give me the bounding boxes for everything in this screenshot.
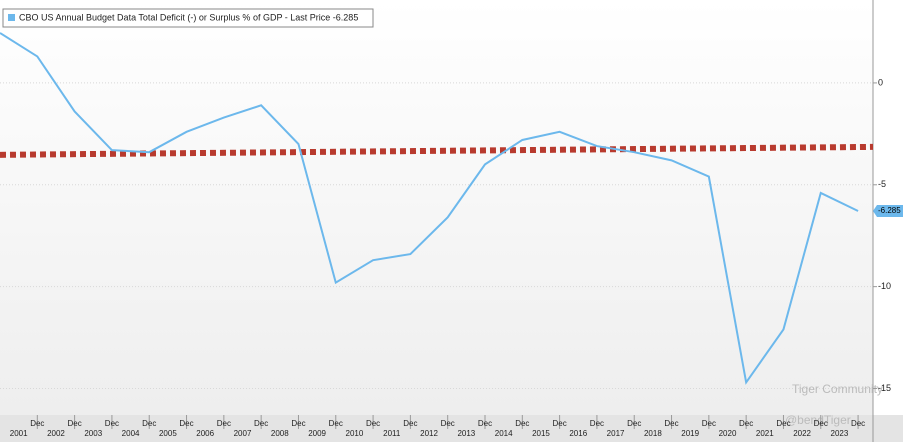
x-tick-label: 2003 xyxy=(84,429,102,438)
x-tick-month: Dec xyxy=(105,419,119,428)
legend-swatch xyxy=(8,14,15,21)
x-tick-label: 2019 xyxy=(681,429,699,438)
series-line xyxy=(0,32,859,385)
last-price-tag xyxy=(873,204,903,217)
x-tick-label: 2002 xyxy=(47,429,65,438)
x-tick-label: 2001 xyxy=(10,429,28,438)
x-tick-month: Dec xyxy=(441,419,455,428)
x-tick-month: Dec xyxy=(291,419,305,428)
x-tick-month: Dec xyxy=(739,419,753,428)
x-tick-month: Dec xyxy=(142,419,156,428)
x-tick-label: 2020 xyxy=(719,429,737,438)
x-tick-month: Dec xyxy=(403,419,417,428)
x-tick-label: 2017 xyxy=(607,429,625,438)
x-tick-label: 2014 xyxy=(495,429,513,438)
x-tick-month: Dec xyxy=(67,419,81,428)
x-tick-label: 2012 xyxy=(420,429,438,438)
x-tick-month: Dec xyxy=(664,419,678,428)
watermark: Tiger Community xyxy=(792,382,883,396)
x-tick-label: 2023 xyxy=(831,429,849,438)
legend-box xyxy=(2,8,374,28)
y-tick-label: -5 xyxy=(878,179,886,189)
x-tick-month: Dec xyxy=(366,419,380,428)
x-tick-label: 2008 xyxy=(271,429,289,438)
x-tick-label: 2006 xyxy=(196,429,214,438)
x-tick-label: 2009 xyxy=(308,429,326,438)
x-tick-month: Dec xyxy=(552,419,566,428)
x-tick-label: 2016 xyxy=(569,429,587,438)
x-axis-band xyxy=(0,415,903,442)
x-tick-label: 2005 xyxy=(159,429,177,438)
x-tick-label: 2010 xyxy=(346,429,364,438)
x-tick-month: Dec xyxy=(590,419,604,428)
x-tick-month: Dec xyxy=(217,419,231,428)
x-tick-month: Dec xyxy=(814,419,828,428)
x-tick-month: Dec xyxy=(851,419,865,428)
x-tick-label: 2013 xyxy=(457,429,475,438)
x-tick-month: Dec xyxy=(627,419,641,428)
x-tick-month: Dec xyxy=(478,419,492,428)
x-tick-month: Dec xyxy=(329,419,343,428)
y-tick-label: -15 xyxy=(878,383,891,393)
x-tick-month: Dec xyxy=(515,419,529,428)
x-tick-label: 2022 xyxy=(793,429,811,438)
x-tick-label: 2015 xyxy=(532,429,550,438)
x-tick-month: Dec xyxy=(179,419,193,428)
trend-line xyxy=(0,143,874,158)
legend-text: CBO US Annual Budget Data Total Deficit … xyxy=(19,12,358,22)
x-tick-month: Dec xyxy=(776,419,790,428)
y-tick-label: -10 xyxy=(878,281,891,291)
plot-area xyxy=(0,0,873,415)
last-price-label: -6.285 xyxy=(878,206,901,215)
x-tick-month: Dec xyxy=(702,419,716,428)
x-tick-label: 2011 xyxy=(383,429,401,438)
x-tick-label: 2018 xyxy=(644,429,662,438)
x-tick-month: Dec xyxy=(30,419,44,428)
x-tick-label: 2021 xyxy=(756,429,774,438)
x-tick-label: 2007 xyxy=(234,429,252,438)
x-tick-month: Dec xyxy=(254,419,268,428)
x-tick-label: 2004 xyxy=(122,429,140,438)
watermark: @bendTiger xyxy=(785,413,851,427)
y-tick-label: 0 xyxy=(878,77,883,87)
